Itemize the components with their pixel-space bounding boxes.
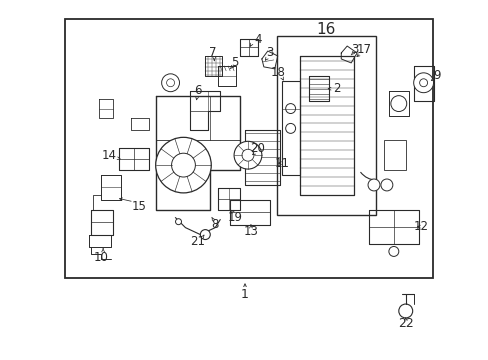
Circle shape	[388, 247, 398, 256]
Circle shape	[200, 230, 210, 239]
Bar	[383, 140, 405, 170]
Circle shape	[380, 179, 392, 191]
Text: 14: 14	[102, 149, 116, 162]
Circle shape	[171, 153, 195, 177]
Text: 22: 22	[397, 318, 413, 330]
Circle shape	[155, 137, 211, 193]
Text: 11: 11	[274, 157, 288, 170]
Circle shape	[234, 141, 262, 169]
Circle shape	[367, 179, 379, 191]
Text: 4: 4	[254, 33, 261, 46]
Text: 3: 3	[351, 42, 358, 55]
Bar	[281, 81, 299, 175]
Text: 8: 8	[211, 218, 219, 231]
Text: 19: 19	[227, 211, 242, 224]
Text: 9: 9	[432, 69, 439, 82]
Circle shape	[162, 74, 179, 92]
Circle shape	[175, 219, 181, 225]
Text: 16: 16	[316, 22, 335, 37]
Text: 12: 12	[413, 220, 428, 233]
Text: 2: 2	[333, 82, 340, 95]
Text: 7: 7	[208, 46, 216, 59]
Text: 15: 15	[131, 200, 146, 213]
Text: 20: 20	[250, 142, 265, 155]
Circle shape	[419, 79, 427, 87]
Circle shape	[398, 304, 412, 318]
Circle shape	[285, 123, 295, 133]
Bar	[276, 36, 375, 215]
Text: 13: 13	[243, 225, 258, 238]
Text: 5: 5	[231, 57, 238, 69]
Circle shape	[285, 104, 295, 113]
Circle shape	[242, 149, 253, 161]
Circle shape	[390, 96, 406, 112]
Text: 10: 10	[94, 251, 108, 264]
Text: 1: 1	[241, 288, 248, 301]
Text: 3: 3	[265, 46, 273, 59]
Bar	[65, 19, 432, 278]
Text: 21: 21	[189, 235, 204, 248]
Text: 6: 6	[194, 84, 202, 97]
Text: 18: 18	[270, 66, 285, 79]
Circle shape	[413, 73, 433, 93]
Circle shape	[166, 79, 174, 87]
Text: 17: 17	[356, 42, 371, 55]
